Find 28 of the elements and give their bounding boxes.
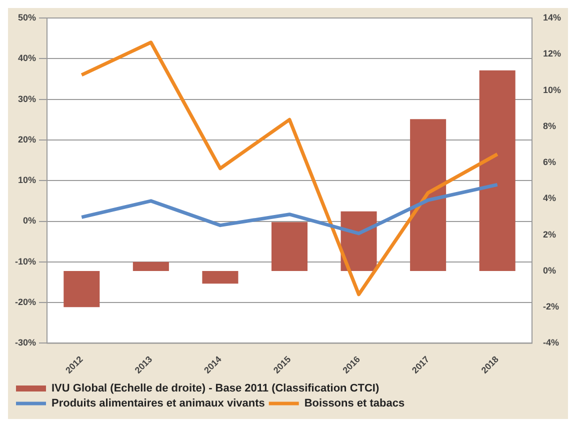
bar	[132, 262, 169, 271]
y-tick-label: -20%	[14, 297, 36, 308]
y2-tick-label: 14%	[542, 12, 561, 22]
bar	[410, 119, 446, 271]
y2-tick-label: 4%	[542, 193, 556, 204]
y-tick-label: 40%	[18, 53, 36, 64]
y2-tick-label: 6%	[542, 157, 556, 168]
y-tick-label: -30%	[14, 338, 36, 348]
legend-label: IVU Global (Echelle de droite) - Base 2011 (Classification CTCI)	[52, 382, 380, 395]
bar	[202, 270, 238, 284]
y-tick-label: 10%	[18, 175, 36, 186]
y-tick-label: 20%	[18, 134, 36, 144]
y-tick-label: 50%	[18, 12, 36, 22]
y2-tick-label: 2%	[542, 229, 556, 240]
legend-label: Produits alimentaires et animaux vivants	[52, 398, 265, 410]
bar	[479, 70, 516, 271]
y-tick-label: 30%	[18, 94, 36, 104]
bar	[271, 222, 308, 271]
bar	[64, 270, 100, 308]
y2-tick-label: 8%	[542, 120, 556, 131]
y-tick-label: 0%	[22, 216, 36, 226]
legend-label: Boissons et tabacs	[304, 398, 405, 410]
y2-tick-label: -2%	[542, 302, 559, 312]
y2-tick-label: -4%	[542, 338, 559, 348]
y-tick-label: -10%	[14, 256, 36, 266]
y2-tick-label: 0%	[542, 265, 556, 276]
y2-tick-label: 10%	[542, 84, 561, 95]
y2-tick-label: 12%	[542, 48, 561, 59]
